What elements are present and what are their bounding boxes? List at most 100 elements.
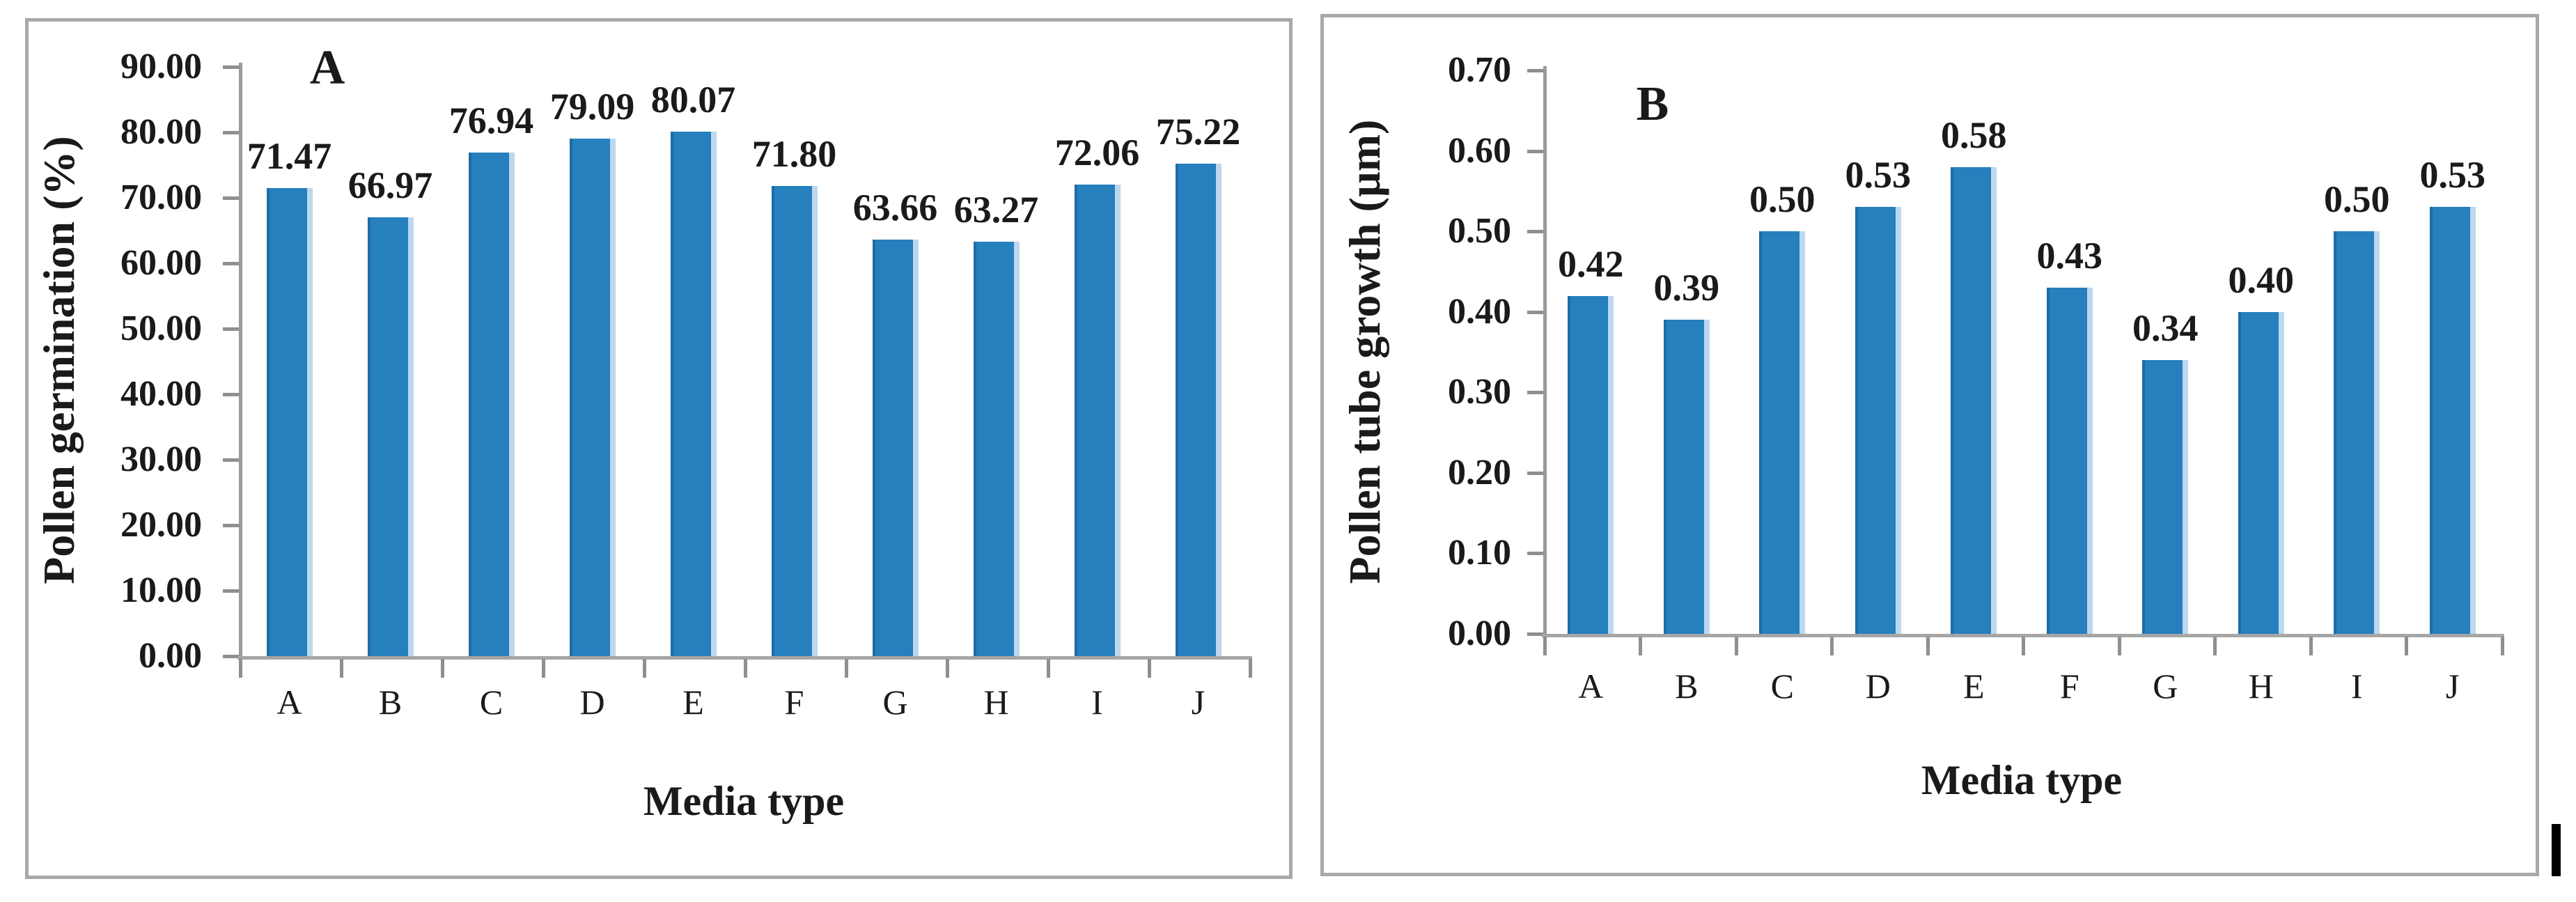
x-tick-mark <box>643 659 646 678</box>
y-tick-label: 0.10 <box>1448 533 1511 573</box>
x-tick-mark <box>1543 637 1547 655</box>
y-tick-label: 0.60 <box>1448 130 1511 171</box>
data-label-J: 75.22 <box>1155 110 1241 153</box>
y-axis-line <box>239 63 242 660</box>
y-tick-mark <box>1527 149 1543 153</box>
y-tick-mark <box>1527 69 1543 72</box>
category-label-J: J <box>1191 683 1205 722</box>
x-tick-mark <box>1639 637 1642 655</box>
bar-J <box>1175 163 1221 656</box>
category-label-H: H <box>983 683 1009 722</box>
x-tick-mark <box>1148 659 1151 678</box>
bar-H <box>973 242 1020 656</box>
y-axis-title-a: Pollen germination (%) <box>34 136 84 584</box>
x-tick-mark <box>340 659 343 678</box>
bar-E <box>670 132 717 656</box>
data-label-B: 0.39 <box>1653 267 1720 309</box>
y-tick-label: 70.00 <box>120 178 202 217</box>
y-tick-mark <box>223 589 239 593</box>
category-label-B: B <box>378 683 403 722</box>
y-tick-mark <box>1527 391 1543 395</box>
text-cursor-artifact <box>2552 824 2561 876</box>
y-tick-label: 0.00 <box>139 636 202 676</box>
data-label-E: 80.07 <box>650 79 736 121</box>
x-tick-mark <box>2405 637 2408 655</box>
y-tick-mark <box>223 262 239 265</box>
category-label-F: F <box>2059 667 2079 706</box>
x-axis-title-a: Media type <box>643 778 845 824</box>
y-tick-label: 10.00 <box>120 570 202 610</box>
bar-G <box>2142 360 2189 634</box>
data-label-J: 0.53 <box>2419 154 2486 196</box>
bar-A <box>266 188 313 656</box>
data-label-I: 72.06 <box>1054 131 1140 173</box>
y-tick-label: 0.00 <box>1448 614 1511 653</box>
x-tick-mark <box>2213 637 2217 655</box>
x-axis-title-b: Media type <box>1921 757 2123 803</box>
category-label-I: I <box>2350 667 2363 706</box>
y-tick-label: 0.70 <box>1448 50 1511 90</box>
bar-J <box>2429 207 2476 634</box>
data-label-D: 79.09 <box>549 85 635 127</box>
x-tick-mark <box>744 659 747 678</box>
y-tick-mark <box>223 393 239 396</box>
bar-I <box>1074 184 1121 656</box>
y-tick-label: 0.40 <box>1448 291 1511 332</box>
y-tick-mark <box>1527 471 1543 475</box>
bar-B <box>1663 320 1710 634</box>
y-tick-mark <box>223 196 239 200</box>
x-axis-baseline <box>237 656 1252 660</box>
y-tick-mark <box>1527 632 1543 636</box>
y-tick-label: 20.00 <box>120 505 202 545</box>
data-label-H: 0.40 <box>2228 258 2295 301</box>
y-tick-label: 0.50 <box>1448 211 1511 251</box>
bar-G <box>872 239 919 656</box>
y-tick-label: 0.30 <box>1448 372 1511 412</box>
category-label-B: B <box>1675 667 1699 706</box>
bar-A <box>1568 295 1614 634</box>
x-axis-baseline <box>1541 634 2504 637</box>
data-label-A: 0.42 <box>1558 242 1624 285</box>
category-label-A: A <box>276 683 302 722</box>
y-tick-mark <box>223 65 239 69</box>
y-tick-mark <box>223 458 239 462</box>
bar-F <box>771 186 818 656</box>
bar-E <box>1951 166 1997 634</box>
x-tick-mark <box>2022 637 2025 655</box>
x-tick-mark <box>1734 637 1738 655</box>
y-tick-label: 40.00 <box>120 374 202 414</box>
data-label-F: 71.80 <box>751 133 837 176</box>
data-label-G: 63.66 <box>852 186 938 228</box>
y-tick-mark <box>223 327 239 331</box>
category-label-A: A <box>1578 667 1604 706</box>
category-label-E: E <box>682 683 704 722</box>
category-label-G: G <box>882 683 908 722</box>
category-label-D: D <box>1865 667 1891 706</box>
x-tick-mark <box>946 659 949 678</box>
bar-H <box>2238 311 2284 634</box>
y-axis-title-b: Pollen tube growth (µm) <box>1340 119 1389 584</box>
bar-F <box>2046 288 2093 634</box>
y-tick-label: 30.00 <box>120 440 202 479</box>
y-tick-mark <box>1527 552 1543 556</box>
x-tick-mark <box>542 659 545 678</box>
x-tick-mark <box>1830 637 1834 655</box>
x-tick-mark <box>845 659 848 678</box>
x-tick-mark <box>1249 659 1252 678</box>
bar-I <box>2334 231 2380 634</box>
bar-D <box>1855 207 1901 634</box>
x-tick-mark <box>1047 659 1050 678</box>
x-tick-mark <box>2117 637 2121 655</box>
x-tick-mark <box>1926 637 1930 655</box>
category-label-G: G <box>2153 667 2178 706</box>
y-tick-label: 50.00 <box>120 309 202 348</box>
y-tick-mark <box>223 131 239 134</box>
data-label-D: 0.53 <box>1845 154 1912 196</box>
y-tick-mark <box>223 655 239 658</box>
y-tick-label: 0.20 <box>1448 452 1511 492</box>
bar-D <box>569 138 616 656</box>
data-label-F: 0.43 <box>2036 235 2103 277</box>
bar-C <box>468 152 515 656</box>
category-label-F: F <box>784 683 804 722</box>
